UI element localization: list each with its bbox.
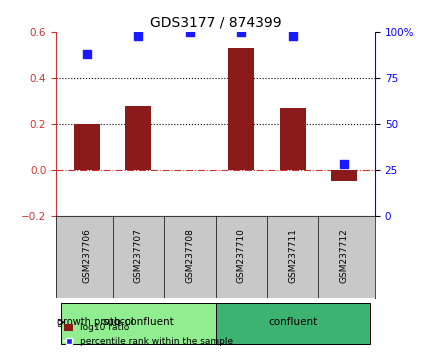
Bar [74,124,99,170]
Text: GSM237707: GSM237707 [134,228,142,283]
Text: GSM237712: GSM237712 [339,228,348,283]
Text: GSM237711: GSM237711 [288,228,296,283]
Point [135,33,141,38]
Text: growth protocol: growth protocol [57,318,133,327]
Point [186,29,193,35]
Title: GDS3177 / 874399: GDS3177 / 874399 [149,15,281,29]
Text: confluent: confluent [267,318,316,327]
Bar [228,48,254,170]
FancyBboxPatch shape [215,303,369,344]
Legend: log10 ratio, percentile rank within the sample: log10 ratio, percentile rank within the … [60,320,236,349]
Point [83,51,90,57]
Bar [331,170,356,182]
Text: GSM237710: GSM237710 [236,228,245,283]
FancyBboxPatch shape [61,303,215,344]
Text: sub-confluent: sub-confluent [102,318,174,327]
Point [237,29,244,35]
Text: GSM237706: GSM237706 [82,228,91,283]
Point [289,33,295,38]
Point [340,161,347,167]
Bar [279,108,305,170]
Bar [125,105,151,170]
Text: GSM237708: GSM237708 [185,228,194,283]
